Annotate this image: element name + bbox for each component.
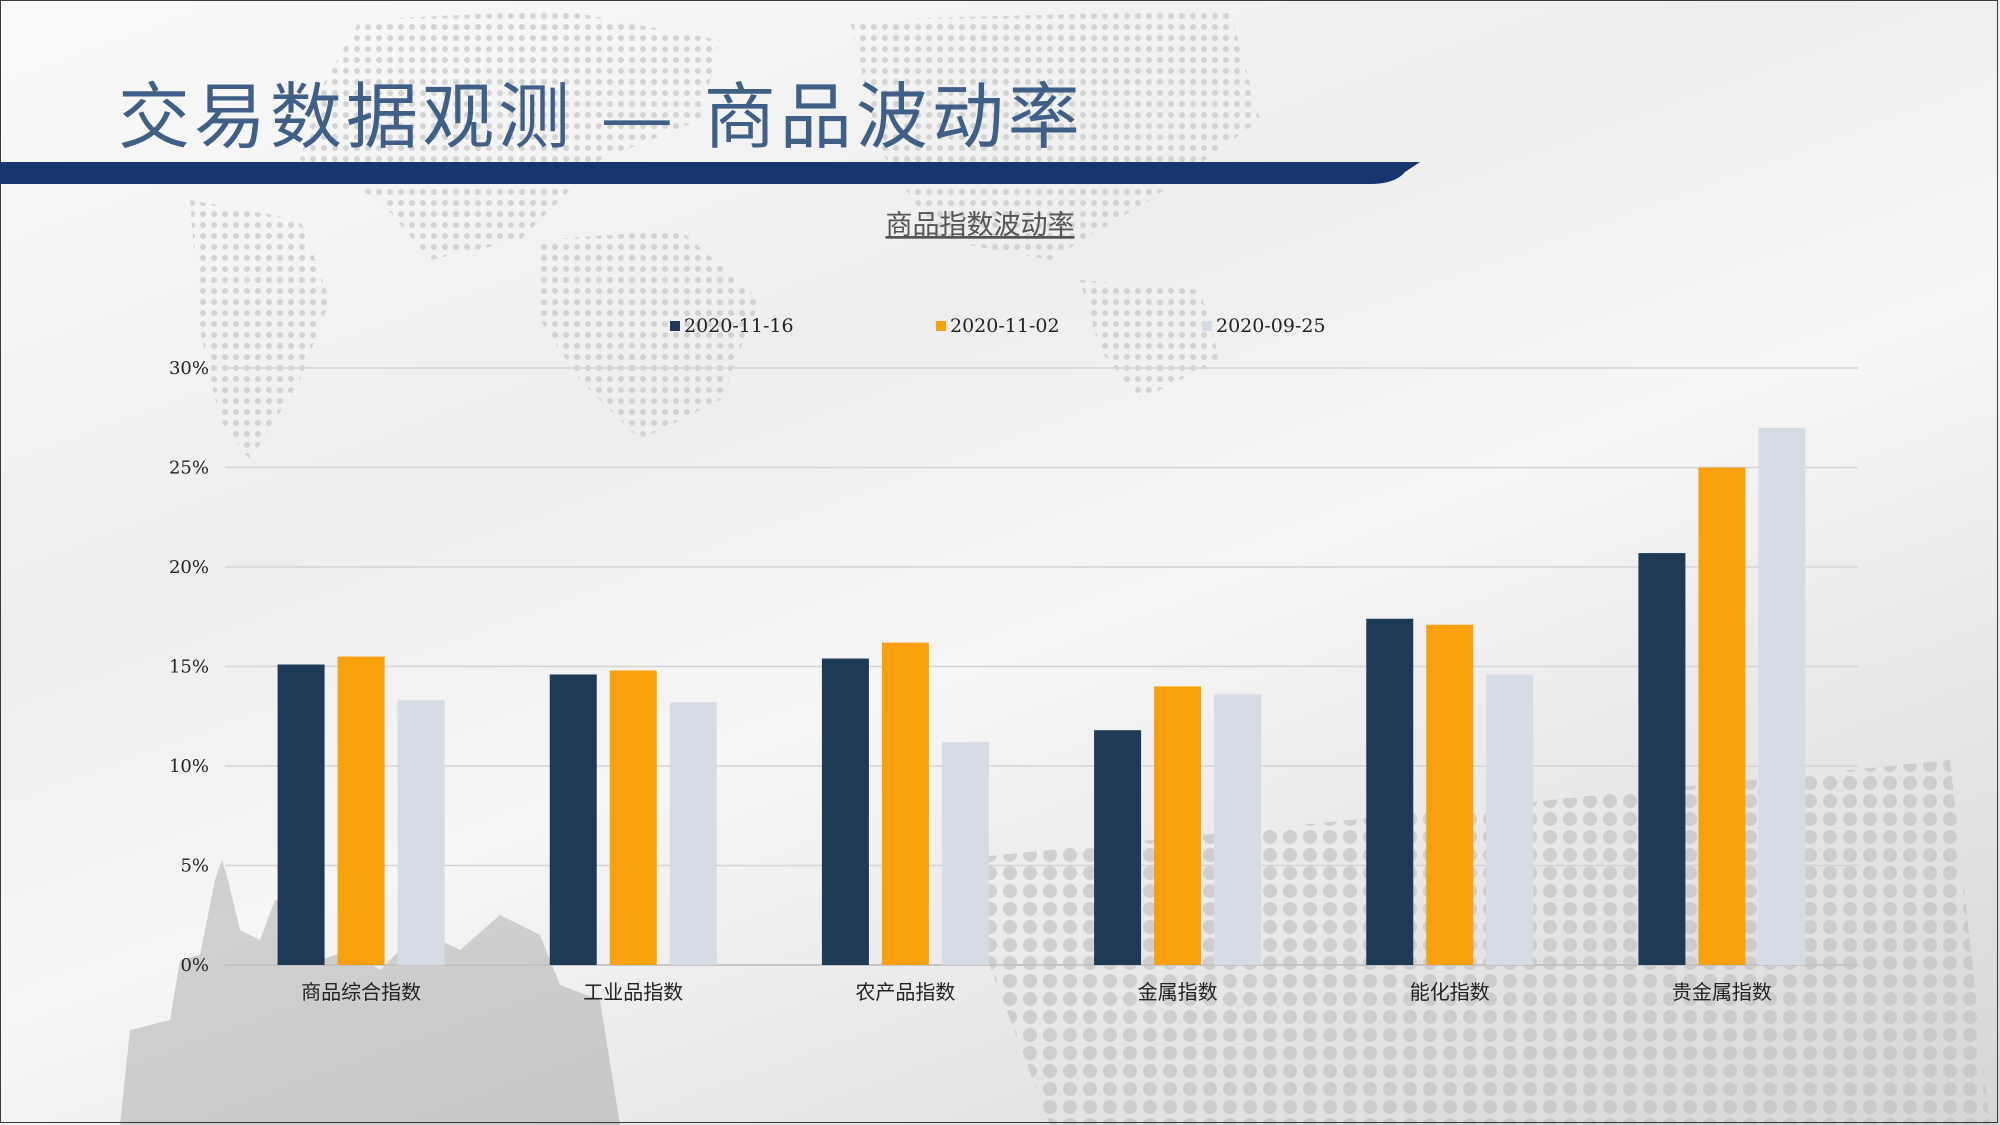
bar [1638,553,1686,965]
skyline-silhouette [120,860,620,1125]
bar [669,702,717,965]
legend-swatch [936,321,946,331]
bar [1366,618,1414,965]
legend-label: 2020-11-16 [684,315,794,337]
legend: 2020-11-16 2020-11-02 2020-09-25 [670,315,1326,337]
bar [549,674,597,965]
x-tick-label: 商品综合指数 [301,980,421,1004]
slide-title: 交易数据观测 — 商品波动率 [118,75,1084,159]
bar [1094,730,1142,965]
y-tick-label: 0% [180,955,209,976]
y-tick-label: 5% [180,856,209,877]
bar [277,664,325,965]
y-tick-label: 30% [169,358,209,379]
x-axis-ticks: 商品综合指数 工业品指数 农产品指数 金属指数 能化指数 贵金属指数 [301,980,1772,1004]
bar [1758,427,1806,965]
bar [609,670,657,965]
x-tick-label: 农产品指数 [855,980,955,1004]
title-underline-bar [0,162,1420,184]
bar [1486,674,1534,965]
legend-label: 2020-09-25 [1216,315,1326,337]
x-tick-label: 金属指数 [1138,980,1218,1004]
legend-swatch [1202,321,1212,331]
bar [1214,694,1262,965]
world-map-dots [190,10,1260,460]
legend-swatch [670,321,680,331]
y-axis-ticks: 0% 5% 10% 15% 20% 25% 30% [169,358,209,976]
bar [1426,624,1474,965]
bar [397,700,445,965]
legend-label: 2020-11-02 [950,315,1060,337]
y-tick-label: 25% [169,458,209,479]
bar [1154,686,1202,965]
x-tick-label: 工业品指数 [583,980,683,1004]
gridlines [225,367,1858,966]
bar [881,642,929,965]
y-tick-label: 15% [169,657,209,678]
chart-title: 商品指数波动率 [886,210,1075,241]
y-tick-label: 20% [169,557,209,578]
x-tick-label: 能化指数 [1410,980,1490,1004]
bar [337,656,385,965]
bar [1698,467,1746,965]
bars [277,427,1806,965]
x-tick-label: 贵金属指数 [1672,980,1772,1004]
bar [821,658,869,965]
y-tick-label: 10% [169,756,209,777]
bar [941,742,989,965]
